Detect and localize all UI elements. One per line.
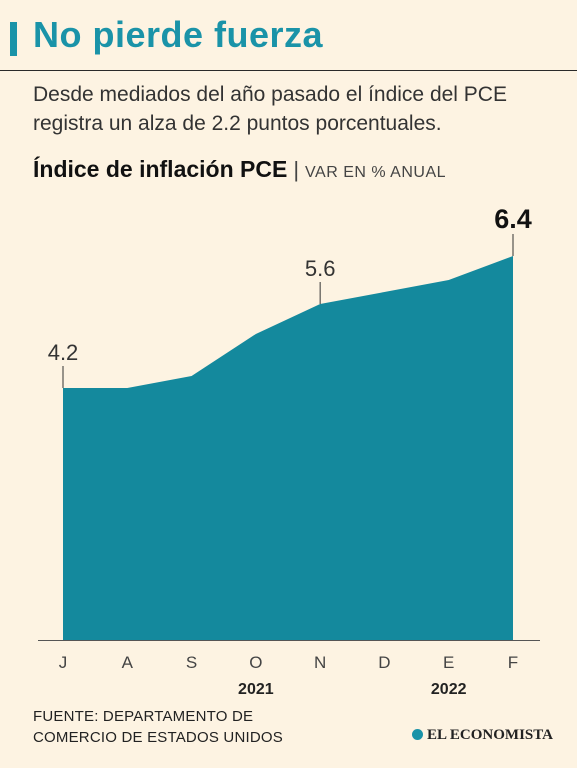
chart-heading: Índice de inflación PCE | VAR EN % ANUAL — [33, 156, 446, 183]
chart-unit: VAR EN % ANUAL — [305, 164, 447, 181]
title-accent-bar — [10, 22, 17, 56]
data-label: 5.6 — [305, 256, 336, 281]
page-subtitle: Desde mediados del año pasado el índice … — [33, 83, 507, 135]
globe-icon — [412, 729, 423, 740]
x-tick-label: O — [249, 653, 262, 672]
x-tick-label: N — [314, 653, 326, 672]
source-line-2: COMERCIO DE ESTADOS UNIDOS — [33, 729, 283, 746]
title-divider — [0, 70, 577, 71]
year-label: 2021 — [238, 681, 274, 698]
data-label: 4.2 — [48, 340, 79, 365]
heading-separator: | — [293, 157, 300, 182]
chart-title: Índice de inflación PCE — [33, 156, 288, 182]
x-tick-label: J — [59, 653, 68, 672]
brand-logo: EL ECONOMISTA — [412, 727, 553, 744]
x-tick-label: D — [378, 653, 390, 672]
year-label: 2022 — [431, 681, 467, 698]
page-title: No pierde fuerza — [33, 14, 324, 55]
source-note: FUENTE: DEPARTAMENTO DE COMERCIO DE ESTA… — [33, 706, 283, 748]
data-label: 6.4 — [494, 204, 532, 234]
x-tick-label: F — [508, 653, 518, 672]
area-series — [63, 256, 513, 640]
brand-name: EL ECONOMISTA — [427, 727, 553, 743]
source-line-1: FUENTE: DEPARTAMENTO DE — [33, 708, 254, 725]
x-tick-label: E — [443, 653, 454, 672]
x-tick-label: S — [186, 653, 197, 672]
x-tick-label: A — [122, 653, 134, 672]
